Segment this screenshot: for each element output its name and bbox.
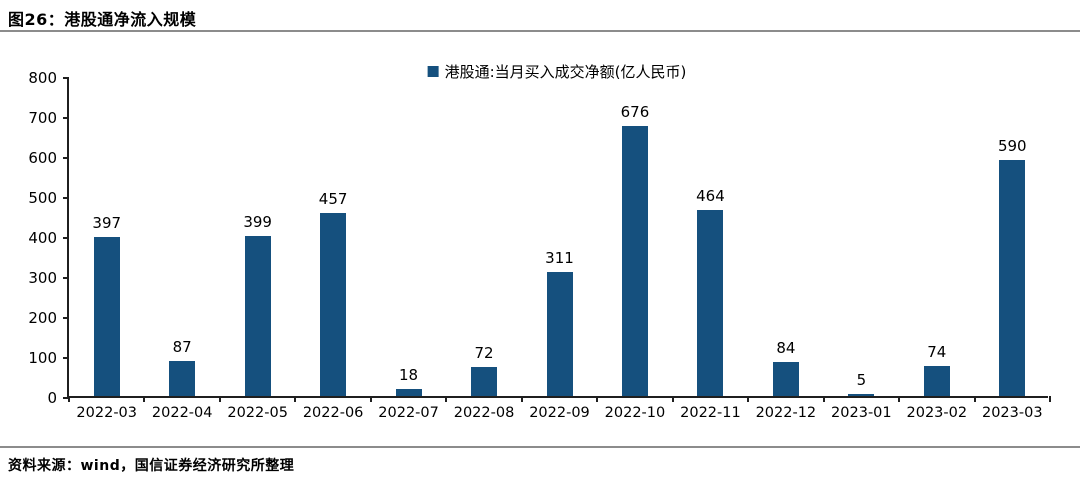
y-axis-tick-label: 200 [28, 309, 57, 327]
y-axis-tick-mark [63, 397, 69, 399]
x-axis-tick-mark [143, 396, 146, 402]
bar-value-label: 311 [545, 248, 574, 267]
y-axis-tick-label: 600 [28, 149, 57, 167]
x-axis-category-label: 2023-02 [906, 405, 968, 421]
y-axis-tick-label: 300 [28, 269, 57, 287]
bar-value-label: 18 [399, 365, 419, 384]
x-axis-tick-mark [671, 396, 674, 402]
y-axis-tick-label: 100 [28, 349, 57, 367]
bar [621, 125, 648, 396]
bar [848, 394, 875, 396]
x-axis-tick-mark [294, 396, 297, 402]
x-axis-tick-mark [747, 396, 750, 402]
bar-value-label: 457 [318, 190, 348, 209]
x-axis-category-label: 2022-09 [529, 405, 590, 421]
y-axis-tick-label: 0 [47, 389, 57, 407]
x-axis-tick-mark [520, 396, 523, 402]
bar-value-label: 87 [172, 338, 192, 357]
x-axis-category-label: 2022-12 [755, 405, 817, 421]
x-axis-category-label: 2022-05 [227, 405, 288, 421]
y-axis-tick-mark [63, 157, 69, 159]
bar-value-label: 74 [927, 343, 947, 362]
source-divider [0, 446, 1080, 448]
y-axis-tick-mark [63, 117, 69, 119]
y-axis-tick-mark [63, 197, 69, 199]
bar [923, 366, 950, 396]
legend-swatch-icon [427, 66, 439, 77]
x-axis-tick-mark [445, 396, 448, 402]
x-axis-category-label: 2022-11 [680, 405, 741, 421]
y-axis-tick-label: 800 [28, 69, 57, 87]
x-axis-category-label: 2022-06 [302, 405, 364, 421]
x-axis-category-label: 2023-03 [981, 405, 1043, 421]
y-axis-tick-mark [63, 77, 69, 79]
x-axis-tick-mark [1049, 396, 1051, 402]
bar [93, 237, 120, 396]
legend-label: 港股通:当月买入成交净额(亿人民币) [444, 63, 687, 81]
bar [169, 361, 196, 396]
source-note: 资料来源：wind，国信证券经济研究所整理 [8, 458, 295, 474]
bar [471, 367, 498, 396]
x-axis-tick-mark [218, 396, 221, 402]
y-axis-tick-mark [63, 357, 69, 359]
x-axis-category-label: 2023-01 [831, 405, 892, 421]
x-axis-category-label: 2022-04 [151, 405, 213, 421]
x-axis-category-label: 2022-07 [378, 405, 439, 421]
y-axis-tick-label: 700 [28, 109, 57, 127]
y-axis-tick-mark [63, 277, 69, 279]
bar-value-label: 72 [474, 344, 494, 363]
x-axis-tick-mark [898, 396, 901, 402]
plot-area: 0 100 200 300 400 500 600 700 800 397 2022-03 87 202… [28, 69, 1051, 421]
bar-value-label: 676 [620, 102, 650, 121]
bar [697, 210, 724, 396]
figure-title: 图26：港股通净流入规模 [8, 10, 197, 29]
y-axis-tick-mark [63, 237, 69, 239]
bar [395, 388, 422, 396]
bar [546, 271, 573, 396]
y-axis-tick-label: 500 [28, 189, 57, 207]
x-axis-tick-mark [369, 396, 372, 402]
y-axis-tick-label: 400 [28, 229, 57, 247]
bar-value-label: 397 [92, 214, 122, 233]
bar [244, 236, 271, 396]
bar-value-label: 590 [997, 137, 1027, 155]
x-axis-category-label: 2022-03 [76, 405, 138, 421]
bar-value-label: 84 [776, 339, 796, 358]
bar [772, 362, 799, 396]
x-axis-tick-mark [973, 396, 976, 402]
x-axis-category-label: 2022-10 [604, 405, 666, 421]
bar-value-label: 5 [856, 371, 867, 389]
y-axis-tick-mark [63, 317, 69, 319]
bar [320, 213, 347, 396]
bar [999, 160, 1026, 396]
x-axis-tick-mark [68, 396, 70, 402]
chart-legend: 港股通:当月买入成交净额(亿人民币) [427, 61, 687, 82]
x-axis-tick-mark [822, 396, 825, 402]
x-axis-tick-mark [596, 396, 599, 402]
bar-value-label: 464 [696, 187, 725, 206]
title-divider [0, 30, 1080, 32]
bar-value-label: 399 [243, 213, 272, 232]
x-axis-category-label: 2022-08 [453, 405, 515, 421]
